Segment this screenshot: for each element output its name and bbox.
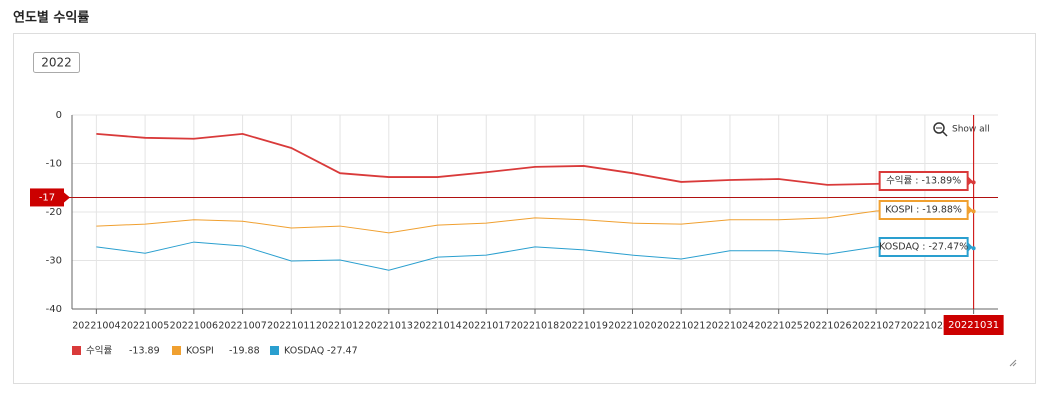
x-tick-label: 20221005 — [121, 321, 169, 332]
tooltip-arrow — [967, 242, 973, 252]
legend-name: KOSDAQ — [284, 346, 324, 357]
x-tick-label: 20221006 — [170, 321, 218, 332]
x-tick-label: 20221019 — [560, 321, 608, 332]
y-tick-label: -10 — [46, 159, 62, 170]
zoom-icon[interactable] — [942, 131, 948, 137]
panel — [13, 33, 1036, 384]
crosshair-x-label-bg — [943, 315, 1004, 335]
series-line — [96, 133, 974, 186]
x-tick-label: 20221026 — [803, 321, 851, 332]
x-tick-label: 20221013 — [365, 321, 413, 332]
series-line — [96, 241, 974, 271]
x-tick-label: 20221014 — [413, 321, 461, 332]
tooltip-arrow — [967, 205, 973, 215]
legend-value: -13.89 — [129, 346, 160, 357]
x-tick-label: 20221024 — [706, 321, 754, 332]
legend-name: KOSPI — [186, 346, 214, 357]
x-tick-label: 20221020 — [608, 321, 656, 332]
legend-value: -27.47 — [327, 346, 358, 357]
tooltip-point — [971, 209, 976, 214]
tooltip-text: KOSPI : -19.88% — [885, 205, 962, 216]
tooltip-point — [971, 180, 976, 185]
year-button-label[interactable]: 2022 — [41, 56, 72, 70]
crosshair-y-label: -17 — [39, 192, 55, 203]
legend-value: -19.88 — [229, 346, 260, 357]
tooltip-text: KOSDAQ : -27.47% — [879, 242, 968, 253]
zoom-icon[interactable] — [933, 122, 945, 134]
x-tick-label: 20221021 — [657, 321, 705, 332]
crosshair-x-label: 20221031 — [948, 320, 999, 331]
x-tick-label: 20221004 — [72, 321, 120, 332]
tooltip-text: 수익률 : -13.89% — [886, 175, 961, 187]
section-title: 연도별 수익률 — [13, 10, 89, 26]
crosshair-y-label-bg — [30, 188, 64, 207]
x-tick-label: 20221028 — [901, 321, 949, 332]
tooltip-point — [971, 246, 976, 251]
show-all[interactable]: Show all — [952, 125, 990, 135]
y-tick-label: -40 — [46, 304, 62, 315]
x-tick-label: 20221025 — [755, 321, 803, 332]
year-button[interactable] — [33, 52, 80, 73]
legend-swatch — [72, 346, 81, 355]
series-line — [96, 207, 974, 234]
x-tick-label: 20221011 — [267, 321, 315, 332]
x-tick-label: 20221017 — [462, 321, 510, 332]
legend-name: 수익률 — [86, 345, 112, 357]
legend-swatch — [270, 346, 279, 355]
y-tick-label: -30 — [46, 256, 62, 267]
x-tick-label: 20221027 — [852, 321, 900, 332]
x-tick-label: 20221012 — [316, 321, 364, 332]
crosshair-y-arrow — [64, 192, 70, 203]
tooltip-arrow — [967, 176, 973, 186]
x-tick-label: 20221018 — [511, 321, 559, 332]
y-tick-label: -20 — [46, 207, 62, 218]
legend-swatch — [172, 346, 181, 355]
x-tick-label: 20221007 — [218, 321, 266, 332]
resize-handle — [1009, 359, 1017, 367]
y-tick-label: 0 — [56, 110, 62, 121]
